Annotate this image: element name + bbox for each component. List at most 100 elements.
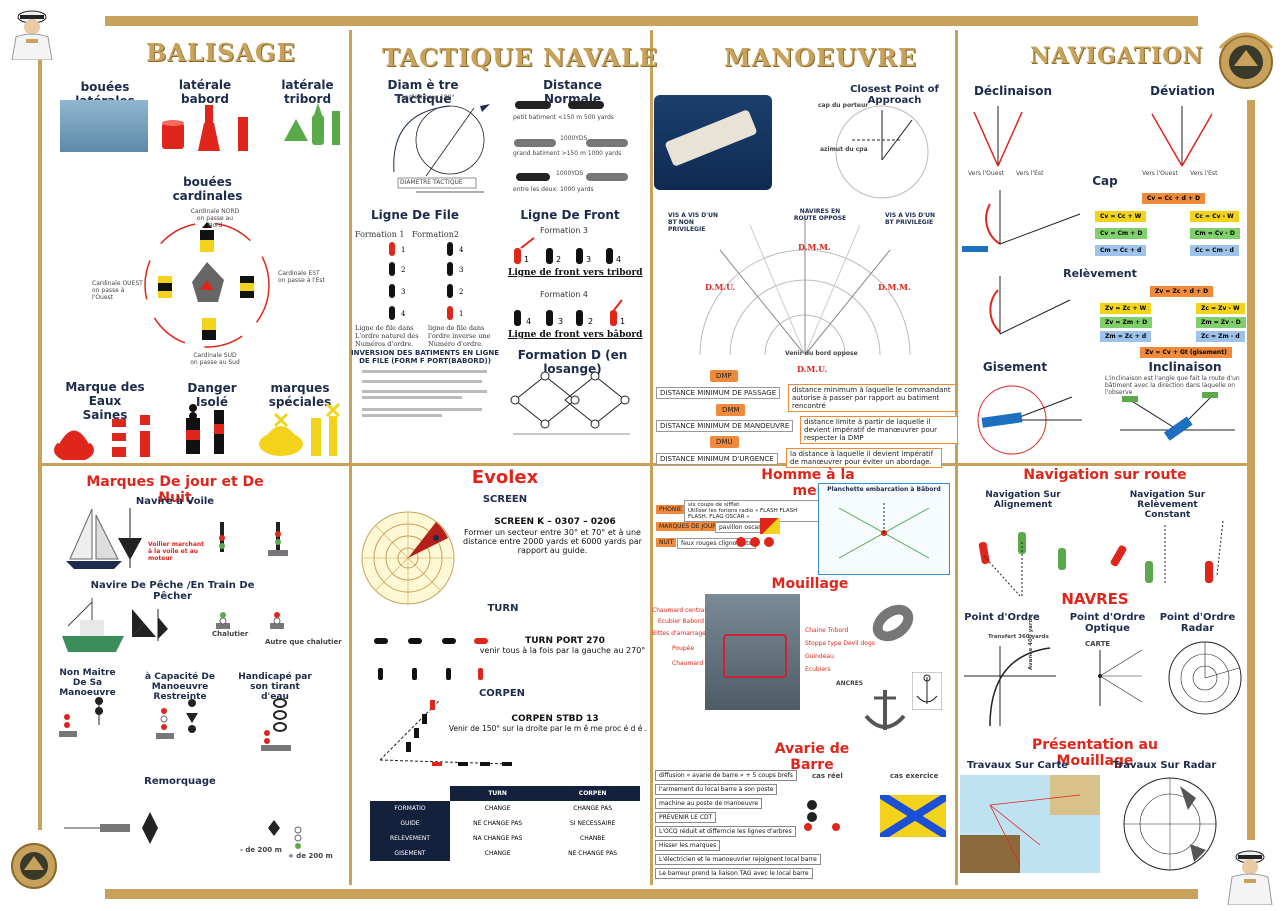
svg-text:4: 4 xyxy=(526,317,531,326)
left-gold-bar xyxy=(38,60,42,830)
chalutier-lights-icon xyxy=(157,609,284,641)
section-title-manoeuvre: MANOEUVRE xyxy=(724,43,918,72)
cone-mark-icon xyxy=(118,508,142,568)
evolex-table: TURN CORPEN FORMATIO CHANGE CHANGE PAS G… xyxy=(370,786,640,861)
label-mouillage-left: Chaumard xyxy=(672,660,704,667)
ship-icon xyxy=(568,101,604,109)
capacite-marks-icon xyxy=(156,699,198,739)
ship-icon xyxy=(586,173,628,181)
table-header xyxy=(370,786,450,801)
speciales-buoys-icon xyxy=(259,402,341,456)
oscar-flag-icon xyxy=(760,518,780,534)
desc-dmp: distance minimum à laquelle le commandan… xyxy=(788,384,956,412)
label-dmu-left: D.M.U. xyxy=(705,282,736,292)
officer-figure-bottom-right xyxy=(1227,850,1273,905)
table-row: RELEVEMENT NA CHANGE PAS CHANBE xyxy=(370,831,640,846)
label-formation2: Formation2 xyxy=(412,230,459,239)
label-diametre-tactique: DIAMETRE TACTIQUE xyxy=(400,179,463,186)
heading-peche: Navire De Pêche /En Train De Pêcher xyxy=(90,580,255,602)
desc-phonie: six coups de sifflet Utiliser les forion… xyxy=(684,500,820,522)
heading-tribord: latérale tribord xyxy=(281,78,334,106)
gisement-diagram xyxy=(977,385,1082,455)
label-inversion: INVERSION DES BATIMENTS EN LIGNE DE FILE… xyxy=(351,349,499,365)
lateral-buoy-photo xyxy=(60,100,148,152)
label-cas-exercice: cas exercice xyxy=(890,772,939,780)
voile-lights-icon xyxy=(219,522,288,556)
label-card-ouest: Cardinale OUEST on passe à l'Ouest xyxy=(92,280,143,301)
heading-point-optique: Point d'Ordre Optique xyxy=(1069,612,1146,634)
label-transfert-yards: Transfert 360 yards xyxy=(988,634,1049,640)
list-item: L'électricien et le manoeuvrier rejoigne… xyxy=(655,854,821,865)
label-mouillage-left: Chaumard central xyxy=(652,607,707,614)
top-gold-bar xyxy=(105,16,1198,26)
label-autre: Autre que chalutier xyxy=(265,638,342,646)
label-avance-yards: Avance 400 yards xyxy=(1028,615,1034,670)
label-corpen-stbd: CORPEN STBD 13 xyxy=(511,714,599,724)
svg-text:3: 3 xyxy=(401,288,405,296)
heading-handicape: Handicapé par son tirant d'eau xyxy=(238,672,312,702)
heading-turn: TURN xyxy=(487,603,519,614)
heading-losange: Formation D (en losange) xyxy=(517,348,628,376)
heading-cardinales: bouées cardinales xyxy=(172,175,243,203)
heading-voile: Navire à Voile xyxy=(135,496,215,507)
heading-danger-isole: Danger Isolé xyxy=(187,381,237,409)
label-file1: Ligne de file dans L'ordre naturel des N… xyxy=(355,324,419,348)
svg-text:4: 4 xyxy=(616,255,621,264)
label-azimut: azimut du cpa xyxy=(820,146,868,153)
heading-speciales: marques spéciales xyxy=(268,381,332,409)
desc-inclinaison: L'inclinaison est l'angle que fait la ro… xyxy=(1105,375,1240,396)
divider-v3 xyxy=(955,30,958,885)
alignement-diagram xyxy=(978,532,1066,597)
heading-navroute: Navigation sur route xyxy=(1023,467,1187,483)
heading-navres: NAVRES xyxy=(1061,590,1129,608)
exercice-flag-icon xyxy=(880,795,946,837)
label-formation3: Formation 3 xyxy=(540,226,589,235)
label-vis-left: VIS A VIS D'UN BT NON PRIVILEGIE xyxy=(668,212,719,233)
svg-text:2: 2 xyxy=(401,266,405,274)
deck-photo xyxy=(705,594,800,710)
label-pavillon: pavillon oscar xyxy=(715,522,765,533)
label-vers-ouest: Vers l'Ouest xyxy=(968,170,1004,177)
label-dist3: entre les deux: 1000 yards xyxy=(513,186,594,193)
fishing-boat-icon xyxy=(62,598,124,652)
table-row: GISEMENT CHANGE NE CHANGE PAS xyxy=(370,846,640,861)
label-formation1: Formation 1 xyxy=(355,230,405,239)
heading-homme: Homme à la mer xyxy=(761,467,855,499)
label-carte: CARTE xyxy=(1085,640,1111,648)
label-front-tribord: Ligne de front vers tribord xyxy=(508,268,643,278)
list-item: diffusion « avarie de barre » + 5 coups … xyxy=(655,770,797,781)
label-yds: 1000YDS xyxy=(556,170,584,177)
peche-marks-icon xyxy=(132,609,156,637)
label-mouillage-left: Poupée xyxy=(672,645,695,652)
desc-dmm: distance limite à partir de laquelle il … xyxy=(800,416,958,444)
svg-text:1: 1 xyxy=(620,317,625,326)
heading-inclinaison: Inclinaison xyxy=(1148,360,1222,374)
front-babord-ships-diagram: 4 3 2 1 xyxy=(514,299,625,326)
non-maitre-marks-icon xyxy=(59,697,103,737)
svg-text:2: 2 xyxy=(459,288,463,296)
label-mouillage-left: Bittes d'amarrage xyxy=(652,630,706,637)
bottom-gold-bar xyxy=(105,889,1198,899)
dmm-dmu-diagram xyxy=(699,215,911,356)
label-card-nord: Cardinale NORD on passe au Nord xyxy=(190,208,240,229)
heading-ligne-file: Ligne De File xyxy=(370,208,460,222)
svg-text:2: 2 xyxy=(588,317,593,326)
officer-figure-top-left xyxy=(11,10,53,60)
declinaison-diagram xyxy=(973,106,1023,167)
label-vis-right: VIS A VIS D'UN BT PRIVILEGIE xyxy=(885,212,936,226)
badge-dmm: DMM xyxy=(716,404,746,416)
note-voilier: Voilier marchant à la voile et au moteur xyxy=(148,541,205,562)
handicape-marks-icon xyxy=(261,698,291,751)
heading-releve-constant: Navigation Sur Relèvement Constant xyxy=(1129,490,1206,520)
formula-z5: Zm = Zc + d xyxy=(1100,331,1152,342)
table-header: CORPEN xyxy=(545,786,640,801)
list-item: l'armement du local barre à son poste xyxy=(655,784,778,795)
heading-mouillage: Mouillage xyxy=(771,576,849,592)
heading-deviation: Déviation xyxy=(1150,84,1215,98)
label-dmu-bottom: D.M.U. xyxy=(797,364,828,374)
heading-cap: Cap xyxy=(1092,174,1118,188)
formula-f2: Cc = Cv - W xyxy=(1190,211,1239,222)
point-radar-diagram xyxy=(1168,641,1242,715)
section-title-tactique: TACTIQUE NAVALE xyxy=(382,43,659,72)
desc-screen: Former un secteur entre 30° et 70° et à … xyxy=(463,528,642,555)
